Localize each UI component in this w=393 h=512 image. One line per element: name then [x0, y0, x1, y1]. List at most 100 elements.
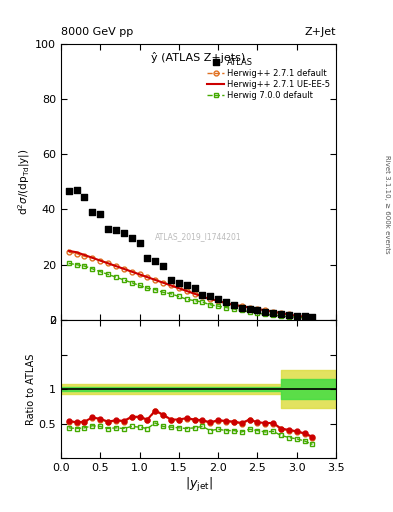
ATLAS: [136, 239, 143, 247]
Line: Herwig 7.0.0 default: Herwig 7.0.0 default: [66, 261, 315, 321]
Herwig++ 2.7.1 default: [184, 288, 189, 294]
Herwig++ 2.7.1 default: [90, 255, 95, 261]
Herwig++ 2.7.1 UE-EE-5: [106, 260, 110, 266]
Herwig++ 2.7.1 UE-EE-5: [310, 314, 315, 321]
Herwig 7.0.0 default: [98, 268, 103, 274]
Herwig++ 2.7.1 default: [200, 293, 205, 300]
Herwig 7.0.0 default: [247, 309, 252, 315]
Herwig++ 2.7.1 default: [192, 291, 197, 297]
Herwig 7.0.0 default: [310, 315, 315, 322]
Herwig++ 2.7.1 UE-EE-5: [98, 258, 103, 264]
Herwig++ 2.7.1 default: [114, 263, 118, 269]
ATLAS: [231, 301, 237, 309]
Herwig++ 2.7.1 default: [82, 253, 87, 260]
Herwig++ 2.7.1 UE-EE-5: [153, 277, 158, 283]
Text: Rivet 3.1.10, ≥ 600k events: Rivet 3.1.10, ≥ 600k events: [384, 156, 390, 254]
Herwig 7.0.0 default: [294, 314, 299, 321]
Herwig++ 2.7.1 UE-EE-5: [137, 271, 142, 278]
ATLAS: [184, 282, 190, 290]
Herwig 7.0.0 default: [279, 313, 283, 319]
ATLAS: [97, 209, 103, 218]
Herwig 7.0.0 default: [106, 271, 110, 278]
Herwig 7.0.0 default: [161, 289, 165, 295]
Herwig++ 2.7.1 default: [224, 301, 228, 307]
Herwig 7.0.0 default: [231, 306, 236, 312]
ATLAS: [223, 298, 229, 306]
Line: Herwig++ 2.7.1 UE-EE-5: Herwig++ 2.7.1 UE-EE-5: [69, 251, 312, 317]
Herwig 7.0.0 default: [239, 307, 244, 313]
X-axis label: $|y_{\rm jet}|$: $|y_{\rm jet}|$: [185, 476, 212, 494]
ATLAS: [239, 304, 245, 312]
Herwig++ 2.7.1 UE-EE-5: [247, 305, 252, 311]
Herwig 7.0.0 default: [271, 312, 275, 318]
ATLAS: [113, 226, 119, 234]
Herwig 7.0.0 default: [192, 297, 197, 304]
Herwig++ 2.7.1 UE-EE-5: [224, 301, 228, 307]
Herwig 7.0.0 default: [184, 296, 189, 302]
Line: Herwig++ 2.7.1 default: Herwig++ 2.7.1 default: [66, 250, 315, 319]
ATLAS: [207, 292, 213, 301]
Herwig++ 2.7.1 UE-EE-5: [145, 274, 150, 280]
Herwig 7.0.0 default: [200, 299, 205, 305]
Herwig++ 2.7.1 default: [208, 296, 213, 302]
Herwig 7.0.0 default: [74, 262, 79, 268]
Legend: ATLAS, Herwig++ 2.7.1 default, Herwig++ 2.7.1 UE-EE-5, Herwig 7.0.0 default: ATLAS, Herwig++ 2.7.1 default, Herwig++ …: [206, 56, 332, 101]
ATLAS: [309, 313, 316, 321]
Herwig++ 2.7.1 UE-EE-5: [161, 280, 165, 286]
Herwig 7.0.0 default: [129, 280, 134, 286]
Herwig 7.0.0 default: [121, 277, 126, 283]
Herwig++ 2.7.1 UE-EE-5: [294, 313, 299, 319]
Herwig++ 2.7.1 default: [271, 309, 275, 315]
ATLAS: [66, 187, 72, 196]
Herwig++ 2.7.1 UE-EE-5: [302, 314, 307, 320]
Herwig++ 2.7.1 UE-EE-5: [200, 293, 205, 300]
ATLAS: [129, 234, 135, 243]
Herwig 7.0.0 default: [153, 287, 158, 293]
Herwig 7.0.0 default: [302, 315, 307, 321]
Herwig++ 2.7.1 default: [176, 285, 181, 291]
Herwig++ 2.7.1 default: [66, 249, 71, 255]
Herwig++ 2.7.1 default: [121, 266, 126, 272]
ATLAS: [176, 279, 182, 287]
Herwig++ 2.7.1 UE-EE-5: [239, 303, 244, 309]
ATLAS: [191, 284, 198, 292]
Herwig++ 2.7.1 default: [161, 280, 165, 286]
Herwig 7.0.0 default: [263, 311, 268, 317]
Herwig++ 2.7.1 UE-EE-5: [208, 296, 213, 302]
Herwig++ 2.7.1 default: [98, 258, 103, 264]
Herwig++ 2.7.1 default: [279, 310, 283, 316]
Text: 8000 GeV pp: 8000 GeV pp: [61, 27, 133, 37]
Herwig++ 2.7.1 default: [263, 307, 268, 313]
ATLAS: [262, 308, 268, 316]
Y-axis label: Ratio to ATLAS: Ratio to ATLAS: [26, 353, 36, 425]
Herwig 7.0.0 default: [176, 293, 181, 300]
Herwig++ 2.7.1 UE-EE-5: [279, 310, 283, 316]
Herwig++ 2.7.1 default: [129, 268, 134, 274]
Herwig++ 2.7.1 UE-EE-5: [121, 266, 126, 272]
Herwig++ 2.7.1 UE-EE-5: [82, 252, 87, 258]
Herwig++ 2.7.1 UE-EE-5: [90, 255, 95, 261]
Herwig++ 2.7.1 default: [255, 306, 260, 312]
Herwig++ 2.7.1 default: [231, 302, 236, 308]
Herwig 7.0.0 default: [169, 291, 173, 297]
Herwig++ 2.7.1 default: [145, 274, 150, 280]
Herwig++ 2.7.1 UE-EE-5: [216, 297, 220, 304]
Herwig++ 2.7.1 UE-EE-5: [129, 268, 134, 274]
ATLAS: [81, 193, 88, 201]
ATLAS: [121, 229, 127, 237]
Herwig 7.0.0 default: [66, 260, 71, 266]
Text: Z+Jet: Z+Jet: [305, 27, 336, 37]
Herwig++ 2.7.1 default: [239, 303, 244, 309]
Herwig++ 2.7.1 default: [137, 271, 142, 278]
Herwig 7.0.0 default: [216, 303, 220, 309]
Herwig++ 2.7.1 UE-EE-5: [66, 248, 71, 254]
ATLAS: [215, 295, 221, 303]
Herwig++ 2.7.1 default: [74, 250, 79, 257]
Herwig 7.0.0 default: [145, 285, 150, 291]
Herwig++ 2.7.1 UE-EE-5: [263, 307, 268, 313]
Herwig 7.0.0 default: [82, 263, 87, 269]
Herwig 7.0.0 default: [208, 302, 213, 308]
Text: ATLAS_2019_I1744201: ATLAS_2019_I1744201: [155, 232, 242, 242]
Herwig++ 2.7.1 UE-EE-5: [74, 249, 79, 255]
ATLAS: [294, 312, 300, 320]
